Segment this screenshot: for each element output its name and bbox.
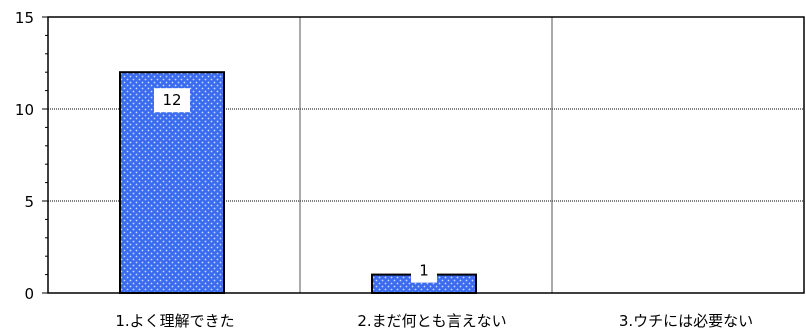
y-tick-label-15: 15 xyxy=(15,9,34,27)
data-label-box-1 xyxy=(154,88,190,113)
data-label-1: 12 xyxy=(162,91,181,109)
y-tick-label-10: 10 xyxy=(15,101,34,119)
y-tick-label-0: 0 xyxy=(24,285,34,303)
plot-area: 12 1 xyxy=(42,16,805,295)
data-label-box-2 xyxy=(411,258,437,283)
data-label-2: 1 xyxy=(419,262,429,280)
x-category-label-1: 1.よく理解できた xyxy=(115,312,234,330)
y-tick-label-5: 5 xyxy=(24,193,34,211)
x-category-label-2: 2.まだ何とも言えない xyxy=(357,312,506,330)
x-category-label-3: 3.ウチには必要ない xyxy=(619,312,753,330)
